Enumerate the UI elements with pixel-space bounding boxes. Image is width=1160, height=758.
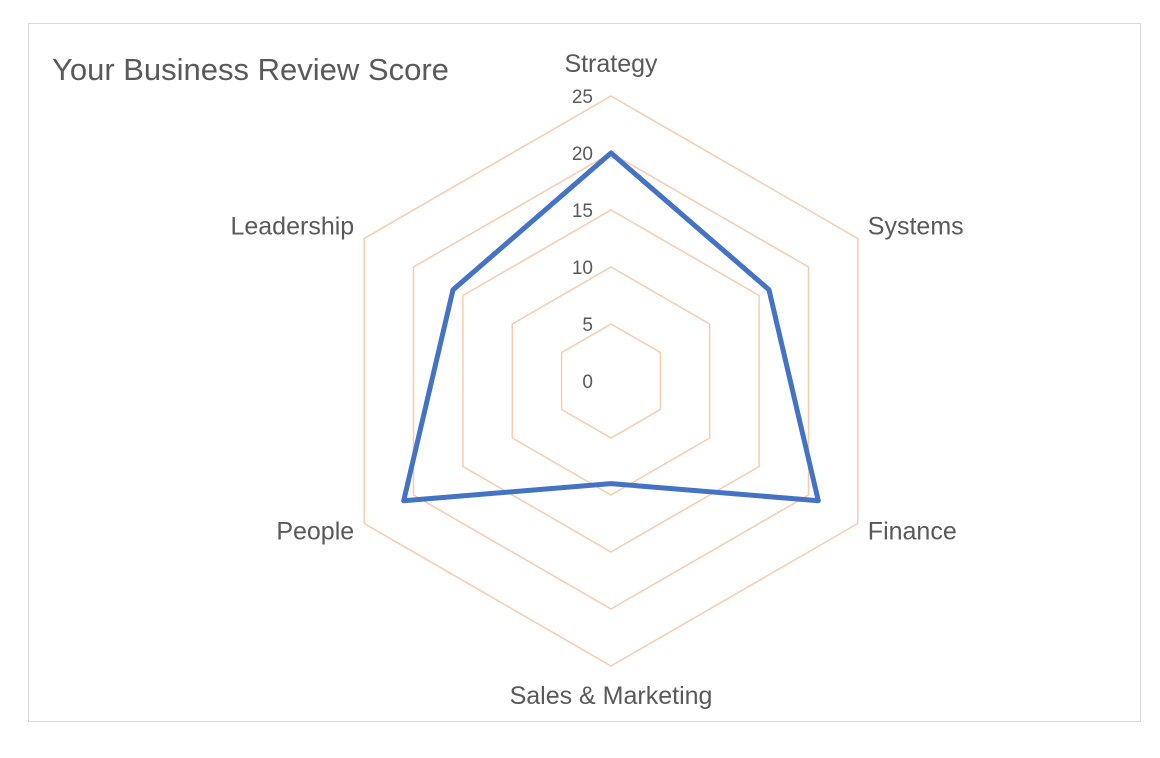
tick-label-25: 25 xyxy=(572,87,593,108)
tick-label-0: 0 xyxy=(582,372,593,393)
category-label-finance: Finance xyxy=(868,518,957,546)
chart-area xyxy=(28,23,1141,722)
category-label-systems: Systems xyxy=(868,213,964,241)
chart-title: Your Business Review Score xyxy=(52,52,449,87)
radar-grid xyxy=(363,95,859,667)
tick-label-20: 20 xyxy=(572,144,593,165)
category-label-sales-marketing: Sales & Marketing xyxy=(510,682,713,710)
category-labels: Strategy Systems Finance Sales & Marketing P… xyxy=(230,50,963,710)
grid-ring-15 xyxy=(462,209,760,553)
tick-label-15: 15 xyxy=(572,201,593,222)
category-label-people: People xyxy=(276,518,354,546)
category-label-strategy: Strategy xyxy=(564,50,658,78)
tick-label-5: 5 xyxy=(582,315,593,336)
series-layer xyxy=(401,150,821,504)
radial-tick-labels: 0 5 10 15 20 25 xyxy=(572,87,593,393)
grid-ring-5 xyxy=(560,323,662,439)
tick-label-10: 10 xyxy=(572,258,593,279)
grid-ring-25 xyxy=(363,95,859,667)
series-line xyxy=(401,150,821,504)
grid-ring-20 xyxy=(412,152,810,610)
category-label-leadership: Leadership xyxy=(230,213,354,241)
grid-ring-10 xyxy=(511,266,711,496)
